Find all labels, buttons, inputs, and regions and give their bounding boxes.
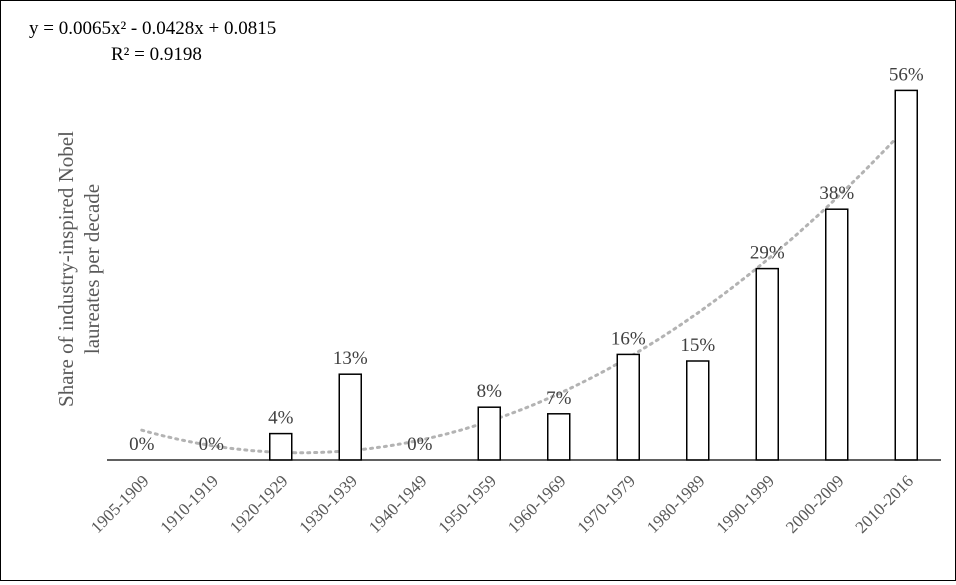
data-label-1980-1989: 15%: [680, 335, 715, 356]
x-tick-label-1920-1929: 1920-1929: [226, 471, 292, 537]
bar-1990-1999: [755, 267, 779, 461]
trendline-layer: [140, 125, 908, 455]
x-tick-label-1950-1959: 1950-1959: [435, 471, 501, 537]
data-label-2010-2016: 56%: [889, 64, 924, 85]
y-axis-label: Share of industry-inspired Nobel laureat…: [54, 131, 104, 407]
x-tick-label-1940-1949: 1940-1949: [365, 471, 431, 537]
y-axis-label-line-2: laureates per decade: [80, 184, 104, 354]
bar-1970-1979: [616, 353, 640, 461]
data-label-1910-1919: 0%: [199, 434, 225, 455]
x-tick-label-2010-2016: 2010-2016: [852, 471, 918, 537]
data-label-1920-1929: 4%: [268, 408, 294, 429]
bars-layer: [269, 89, 918, 461]
x-tick-label-2000-2009: 2000-2009: [782, 471, 848, 537]
x-tick-label-1980-1989: 1980-1989: [643, 471, 709, 537]
x-tick-label-1960-1969: 1960-1969: [504, 471, 570, 537]
x-tick-label-1990-1999: 1990-1999: [713, 471, 779, 537]
trendline-equation: y = 0.0065x² - 0.0428x + 0.0815: [29, 18, 276, 39]
data-label-2000-2009: 38%: [819, 183, 854, 204]
data-label-1905-1909: 0%: [129, 434, 155, 455]
trendline-r-squared: R² = 0.9198: [111, 44, 202, 65]
data-label-1970-1979: 16%: [611, 328, 646, 349]
bar-1930-1939: [338, 373, 362, 461]
bar-1980-1989: [686, 360, 710, 461]
data-label-1990-1999: 29%: [750, 243, 785, 264]
bar-1960-1969: [547, 413, 571, 461]
x-tick-label-1930-1939: 1930-1939: [296, 471, 362, 537]
data-labels-layer: 0% 0% 4% 13% 0% 8% 7% 16% 15% 29% 38% 56%: [129, 64, 924, 455]
bar-1920-1929: [269, 432, 293, 461]
x-tick-label-1970-1979: 1970-1979: [574, 471, 640, 537]
x-tick-label-1905-1909: 1905-1909: [87, 471, 153, 537]
data-label-1960-1969: 7%: [546, 388, 572, 409]
trendline-equation-group: y = 0.0065x² - 0.0428x + 0.0815 R² = 0.9…: [29, 18, 276, 65]
data-label-1940-1949: 0%: [407, 434, 433, 455]
data-label-1950-1959: 8%: [477, 381, 503, 402]
bar-2010-2016: [894, 89, 918, 461]
y-axis-label-line-1: Share of industry-inspired Nobel: [54, 131, 78, 407]
data-label-1930-1939: 13%: [333, 348, 368, 369]
polynomial-trendline: [140, 125, 908, 455]
x-tick-labels-layer: 1905-1909 1910-1919 1920-1929 1930-1939 1940…: [87, 471, 917, 537]
bar-2000-2009: [825, 208, 849, 461]
bar-1950-1959: [477, 406, 501, 461]
x-tick-label-1910-1919: 1910-1919: [157, 471, 223, 537]
